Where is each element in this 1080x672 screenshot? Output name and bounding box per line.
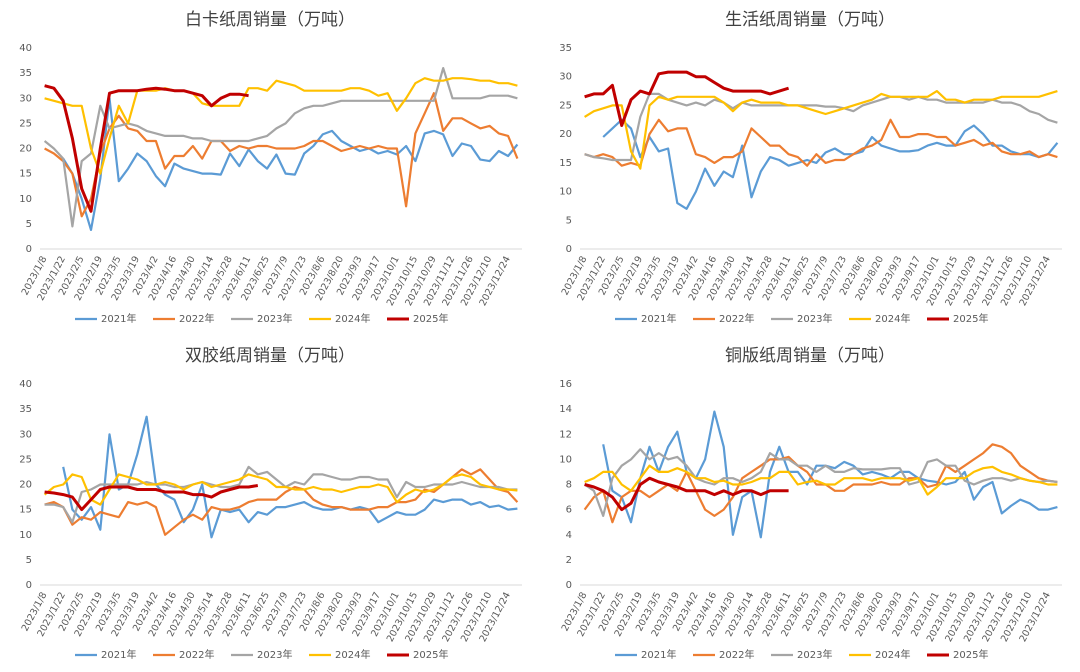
chart-panel: 铜版纸周销量（万吨）02468101214162023/1/82023/1/22…	[559, 346, 1062, 661]
y-tick-label: 30	[19, 93, 32, 104]
y-tick-label: 30	[19, 429, 32, 440]
y-tick-label: 0	[26, 244, 32, 255]
y-tick-label: 25	[19, 454, 32, 465]
y-tick-label: 10	[559, 454, 572, 465]
legend-label: 2022年	[719, 648, 754, 661]
legend-label: 2021年	[101, 312, 136, 325]
y-tick-label: 8	[566, 480, 572, 491]
series-line	[583, 443, 1058, 524]
chart-title: 白卡纸周销量（万吨）	[185, 10, 355, 30]
y-tick-label: 0	[26, 580, 32, 591]
y-tick-label: 35	[19, 68, 32, 79]
series-line	[43, 473, 518, 506]
series-line	[62, 415, 518, 539]
legend-label: 2023年	[257, 312, 292, 325]
y-tick-label: 15	[19, 169, 32, 180]
y-tick-label: 0	[566, 580, 572, 591]
chart-title: 生活纸周销量（万吨）	[725, 10, 895, 30]
legend-label: 2022年	[179, 648, 214, 661]
y-tick-label: 35	[559, 43, 572, 54]
y-tick-label: 10	[19, 530, 32, 541]
series-line	[584, 70, 790, 127]
legend-label: 2021年	[641, 648, 676, 661]
y-tick-label: 10	[19, 194, 32, 205]
legend-label: 2025年	[413, 648, 448, 661]
series-line	[44, 465, 518, 524]
legend-label: 2024年	[335, 648, 370, 661]
series-line	[584, 90, 1058, 170]
legend-label: 2021年	[641, 312, 676, 325]
legend-label: 2021年	[101, 648, 136, 661]
y-tick-label: 6	[566, 505, 572, 516]
chart-title: 铜版纸周销量（万吨）	[725, 346, 895, 366]
y-tick-label: 0	[566, 244, 572, 255]
series-line	[602, 410, 1058, 539]
y-tick-label: 5	[566, 215, 572, 226]
y-tick-label: 4	[566, 530, 572, 541]
chart-panel: 生活纸周销量（万吨）051015202530352023/1/82023/1/2…	[559, 10, 1062, 325]
y-tick-label: 20	[19, 480, 32, 491]
chart-panel: 白卡纸周销量（万吨）05101520253035402023/1/82023/1…	[19, 10, 522, 325]
legend-label: 2025年	[953, 312, 988, 325]
legend-label: 2023年	[797, 648, 832, 661]
y-tick-label: 40	[19, 379, 32, 390]
y-tick-label: 5	[26, 219, 32, 230]
legend-label: 2024年	[335, 312, 370, 325]
y-tick-label: 2	[566, 555, 572, 566]
y-tick-label: 15	[19, 505, 32, 516]
y-tick-label: 25	[19, 118, 32, 129]
y-tick-label: 25	[559, 100, 572, 111]
series-line	[584, 464, 1058, 496]
legend-label: 2024年	[875, 648, 910, 661]
legend-label: 2025年	[413, 312, 448, 325]
y-tick-label: 10	[559, 187, 572, 198]
y-tick-label: 40	[19, 43, 32, 54]
series-line	[584, 92, 1058, 162]
y-tick-label: 16	[559, 379, 572, 390]
legend-label: 2023年	[797, 312, 832, 325]
y-tick-label: 15	[559, 158, 572, 169]
chart-panel: 双胶纸周销量（万吨）05101520253035402023/1/82023/1…	[19, 346, 522, 661]
chart-title: 双胶纸周销量（万吨）	[185, 346, 355, 366]
y-tick-label: 14	[559, 404, 572, 415]
y-tick-label: 35	[19, 404, 32, 415]
legend-label: 2024年	[875, 312, 910, 325]
legend-label: 2022年	[719, 312, 754, 325]
series-line	[62, 97, 519, 231]
series-line	[602, 118, 1059, 210]
y-tick-label: 20	[559, 129, 572, 140]
series-line	[43, 67, 518, 228]
y-tick-label: 12	[559, 429, 572, 440]
series-line	[584, 118, 1058, 167]
legend-label: 2025年	[953, 648, 988, 661]
legend-label: 2023年	[257, 648, 292, 661]
series-line	[583, 448, 1058, 517]
y-tick-label: 20	[19, 144, 32, 155]
series-line	[44, 77, 518, 175]
series-line	[44, 484, 259, 512]
y-tick-label: 30	[559, 72, 572, 83]
series-line	[44, 468, 519, 536]
series-line	[44, 84, 249, 213]
y-tick-label: 5	[26, 555, 32, 566]
series-line	[584, 476, 789, 512]
series-line	[44, 92, 519, 218]
legend-label: 2022年	[179, 312, 214, 325]
